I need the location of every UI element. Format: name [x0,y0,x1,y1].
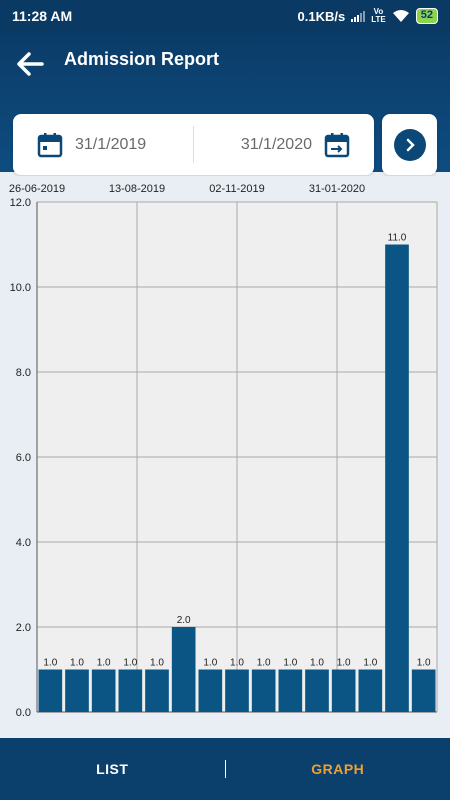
bar [331,669,356,712]
tab-graph[interactable]: GRAPH [311,761,365,777]
bar-value-label: 1.0 [150,658,164,669]
bar-value-label: 1.0 [283,658,297,669]
from-date-picker[interactable]: 31/1/2019 [37,114,146,175]
y-tick-label: 8.0 [16,367,31,379]
admission-chart: 0.0 2.0 4.0 6.0 8.0 10.0 12.0 26-06-2019 13-08-2… [0,176,450,738]
network-speed: 0.1KB/s [297,8,346,24]
bottom-tab-bar: LIST GRAPH [0,738,450,800]
x-tick-label: 26-06-2019 [9,183,65,195]
bar-value-label: 1.0 [230,658,244,669]
bar-value-label: 1.0 [363,658,377,669]
bar [225,669,249,712]
bar [171,627,196,712]
y-tick-label: 10.0 [10,282,31,294]
bar-value-label: 1.0 [310,658,324,669]
bar [385,244,409,712]
bar [91,669,116,712]
page-title: Admission Report [64,49,220,69]
status-indicators: 0.1KB/s Vo LTE 52 [298,8,438,24]
y-tick-label: 4.0 [16,537,31,549]
bar-value-label: 1.0 [70,658,84,669]
bar [65,669,89,712]
bar [358,669,383,712]
tab-separator [224,760,226,778]
signal-icon [351,10,366,22]
bar [145,669,169,712]
status-time: 11:28 AM [12,8,73,24]
bar [251,669,276,712]
search-button[interactable] [382,114,437,175]
status-bar: 11:28 AM 0.1KB/s Vo LTE 52 [0,0,450,32]
bar-value-label: 1.0 [417,658,431,669]
to-date-picker[interactable]: 31/1/2020 [241,114,350,175]
y-tick-label: 6.0 [16,452,31,464]
y-tick-label: 0.0 [16,707,31,719]
battery-level: 52 [415,8,438,24]
y-tick-label: 2.0 [16,622,31,634]
bar [118,669,143,712]
calendar-arrow-icon [324,132,350,157]
y-tick-label: 12.0 [10,197,31,209]
battery-icon: 52 [415,8,438,24]
back-button[interactable] [14,48,46,80]
x-tick-label: 31-01-2020 [309,183,365,195]
to-date-value: 31/1/2020 [240,135,312,153]
bar [38,669,63,712]
calendar-icon [37,132,63,157]
wifi-icon [392,10,409,22]
from-date-value: 31/1/2019 [75,135,147,153]
bar-chart: 0.0 2.0 4.0 6.0 8.0 10.0 12.0 26-06-2019 13-08-2… [9,183,438,719]
bar-value-label: 11.0 [388,233,407,244]
x-tick-label: 02-11-2019 [209,183,264,195]
arrow-left-icon [17,52,44,76]
bar [198,669,223,712]
volte-icon: Vo LTE [371,7,386,24]
bar [305,669,329,712]
bar [411,669,436,712]
bar-value-label: 1.0 [337,658,351,669]
chevron-right-icon [393,128,426,161]
bar-value-label: 1.0 [257,658,271,669]
bar-value-label: 2.0 [177,615,191,626]
date-range-card: 31/1/2019 31/1/2020 [13,114,374,175]
tab-list[interactable]: LIST [96,761,129,777]
bar-value-label: 1.0 [203,658,217,669]
bar-value-label: 1.0 [43,658,57,669]
x-tick-label: 13-08-2019 [109,183,165,195]
bar-value-label: 1.0 [97,658,111,669]
bar [278,669,303,712]
date-divider [193,126,194,163]
bar-value-label: 1.0 [123,658,137,669]
